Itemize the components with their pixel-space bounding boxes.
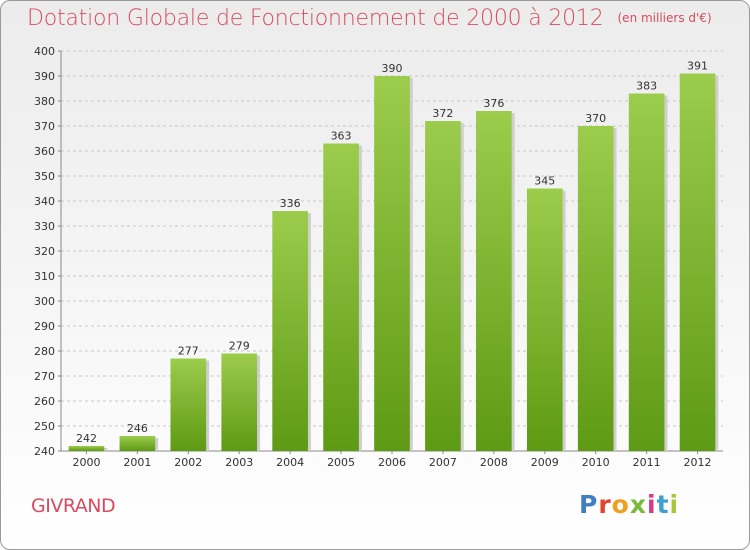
logo-letter: x — [629, 490, 647, 519]
bar-value-label: 383 — [636, 80, 657, 93]
x-tick-label: 2010 — [582, 456, 610, 469]
y-tick-label: 370 — [34, 120, 55, 133]
chart-title-block: Dotation Globale de Fonctionnement de 20… — [27, 6, 712, 31]
bar — [577, 126, 614, 451]
chart-title: Dotation Globale de Fonctionnement de 20… — [27, 6, 604, 31]
logo-letter: P — [579, 490, 599, 519]
bar-layer — [68, 73, 719, 451]
logo-letter: i — [669, 490, 680, 519]
x-tick-label: 2009 — [531, 456, 559, 469]
city-name: GIVRAND — [31, 495, 116, 517]
y-tick-label: 280 — [34, 345, 55, 358]
x-tick-label: 2004 — [276, 456, 304, 469]
bar-value-label: 376 — [483, 97, 504, 110]
bar-value-label: 246 — [127, 422, 148, 435]
y-tick-label: 390 — [34, 70, 55, 83]
bar-value-label: 363 — [331, 130, 352, 143]
y-tick-label: 270 — [34, 370, 55, 383]
y-tick-label: 320 — [34, 245, 55, 258]
y-tick-label: 260 — [34, 395, 55, 408]
x-tick-label: 2012 — [684, 456, 712, 469]
bar-value-label: 391 — [687, 60, 708, 73]
y-tick-label: 290 — [34, 320, 55, 333]
y-tick-label: 360 — [34, 145, 55, 158]
x-tick-label: 2011 — [633, 456, 661, 469]
bar — [476, 111, 512, 451]
bar — [526, 188, 563, 451]
bar — [68, 446, 105, 451]
x-tick-label: 2000 — [72, 456, 100, 469]
x-tick-label: 2003 — [225, 456, 253, 469]
y-tick-label: 350 — [34, 170, 55, 183]
axis-layer: 240 250 260 270 280 290 300 310 320 330 340 350 360 3… — [34, 45, 723, 458]
x-tick-label: 2005 — [327, 456, 355, 469]
bar-value-label: 277 — [178, 345, 199, 358]
chart-subtitle: (en milliers d'€) — [617, 11, 712, 25]
logo-letter: i — [647, 490, 657, 519]
bar-value-label: 370 — [585, 112, 606, 125]
bar — [170, 358, 207, 451]
y-tick-label: 300 — [34, 295, 55, 308]
bar-value-label: 345 — [534, 175, 555, 188]
bar — [425, 121, 461, 451]
bar-value-label: 390 — [382, 62, 403, 75]
bar-value-label: 336 — [280, 197, 301, 210]
bar — [374, 76, 410, 451]
bar — [119, 436, 156, 451]
bar-value-label: 279 — [229, 340, 250, 353]
y-tick-label: 340 — [34, 195, 55, 208]
y-tick-label: 240 — [34, 445, 55, 458]
bar — [221, 353, 258, 451]
bar — [323, 143, 359, 451]
bar — [628, 93, 665, 451]
y-tick-label: 400 — [34, 45, 55, 58]
y-tick-label: 380 — [34, 95, 55, 108]
bar — [272, 211, 308, 451]
x-tick-label: 2008 — [480, 456, 508, 469]
logo-letter: t — [656, 490, 670, 519]
y-tick-label: 250 — [34, 420, 55, 433]
x-tick-label: 2006 — [378, 456, 406, 469]
bar — [679, 73, 716, 451]
proxiti-logo: Proxiti — [579, 490, 679, 519]
x-tick-label: 2002 — [174, 456, 202, 469]
y-tick-label: 330 — [34, 220, 55, 233]
y-tick-label: 310 — [34, 270, 55, 283]
x-tick-label: 2007 — [429, 456, 457, 469]
logo-letter: r — [598, 490, 612, 519]
bar-value-label: 242 — [76, 432, 97, 445]
logo-letter: o — [611, 490, 630, 519]
x-tick-label: 2001 — [123, 456, 151, 469]
label-layer: 242 2000 246 2001 277 2002 279 2003 336 2004 363 20… — [72, 60, 711, 470]
bar-value-label: 372 — [432, 107, 453, 120]
